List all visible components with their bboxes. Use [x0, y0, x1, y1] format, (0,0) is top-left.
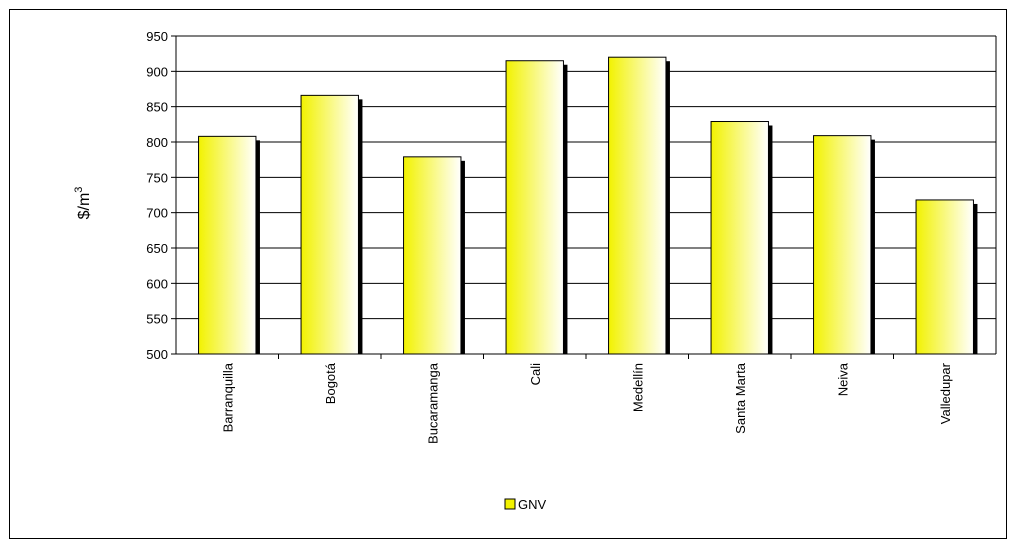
chart-frame: 500 550 600 650 700 750 800 850 900 950 Barranqui… — [9, 9, 1007, 539]
legend-label-gnv: GNV — [518, 497, 547, 512]
bar — [608, 56, 667, 355]
y-tick-label: 800 — [146, 135, 168, 150]
bar — [813, 135, 872, 355]
y-tick-label: 600 — [146, 276, 168, 291]
bar-chart: 500 550 600 650 700 750 800 850 900 950 Barranqui… — [73, 29, 997, 512]
bar — [300, 94, 359, 355]
x-tick-label: Bucaramanga — [425, 362, 440, 444]
legend: GNV — [504, 497, 547, 512]
bars — [198, 56, 978, 355]
axes — [171, 35, 997, 359]
x-tick-label: Neiva — [835, 362, 850, 396]
y-tick-label: 550 — [146, 312, 168, 327]
y-tick-labels: 500 550 600 650 700 750 800 850 900 950 — [146, 29, 168, 362]
bar — [198, 135, 257, 355]
x-tick-label: Cali — [528, 363, 543, 386]
y-tick-label: 750 — [146, 170, 168, 185]
y-tick-label: 850 — [146, 100, 168, 115]
y-tick-label: 650 — [146, 241, 168, 256]
x-tick-labels: Barranquilla Bogotá Bucaramanga Cali Medellí… — [220, 362, 953, 444]
bar — [915, 199, 974, 355]
x-tick-label: Bogotá — [323, 362, 338, 404]
y-tick-label: 500 — [146, 347, 168, 362]
x-tick-label: Barranquilla — [220, 362, 235, 432]
y-axis-label: $/m3 — [73, 187, 93, 220]
bar — [710, 121, 769, 355]
y-tick-label: 950 — [146, 29, 168, 44]
y-tick-label: 700 — [146, 206, 168, 221]
x-tick-label: Medellín — [630, 363, 645, 412]
bar — [403, 156, 462, 355]
bar — [505, 60, 564, 355]
x-tick-label: Santa Marta — [733, 362, 748, 434]
y-tick-label: 900 — [146, 64, 168, 79]
legend-swatch-gnv — [504, 498, 516, 510]
x-tick-label: Valledupar — [938, 362, 953, 424]
